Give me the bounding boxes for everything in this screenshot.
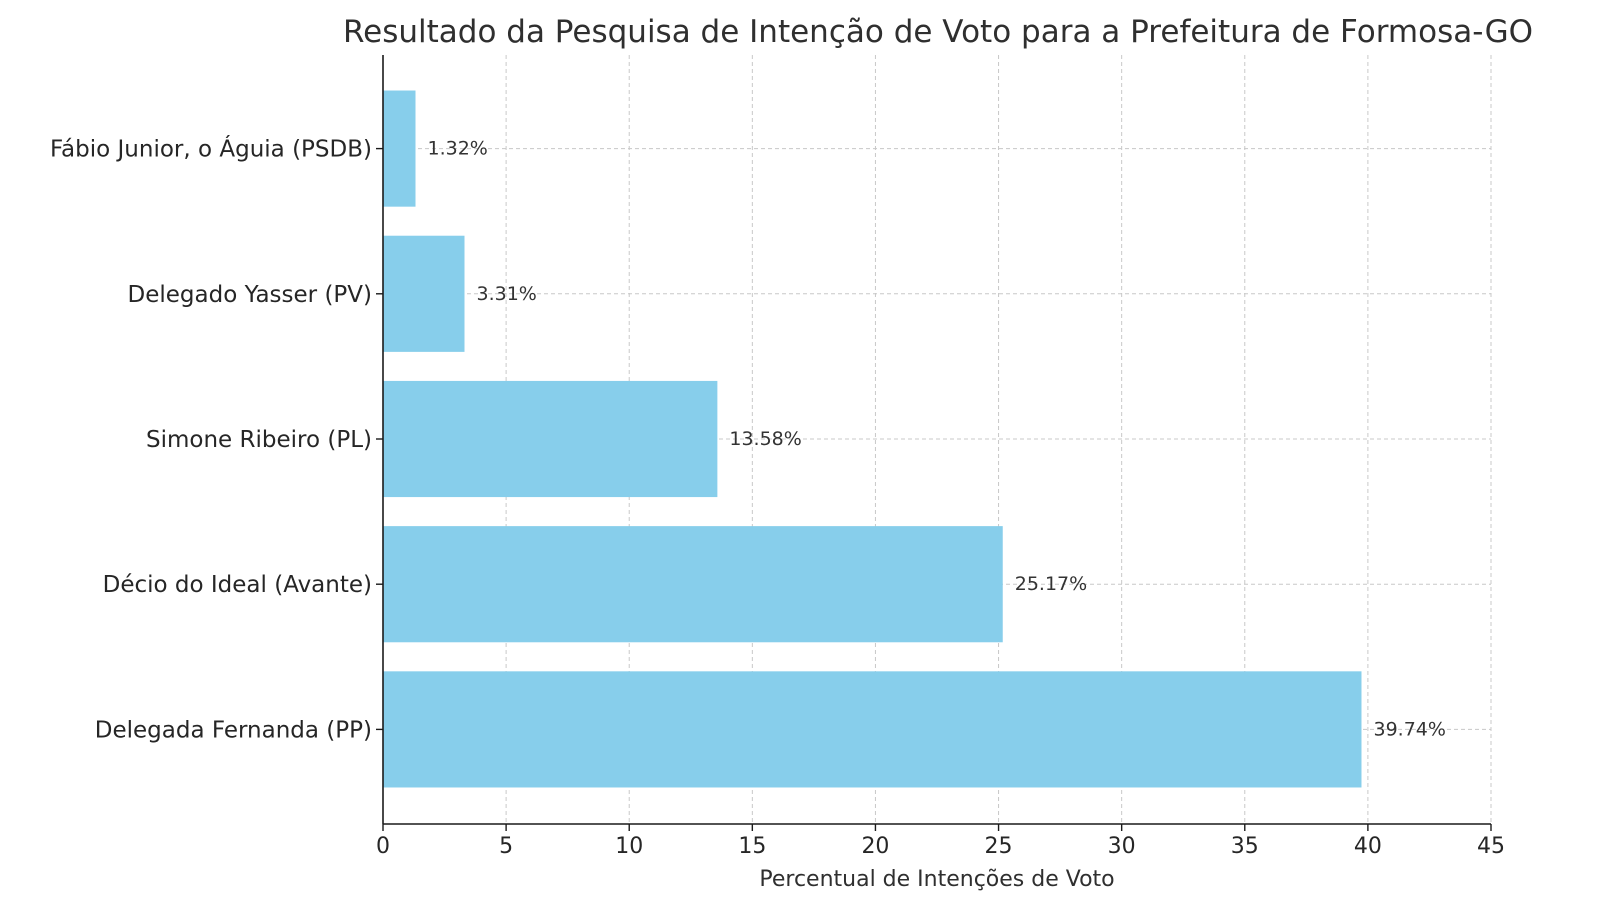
x-tick-label: 45 [1477,834,1505,859]
y-category-label: Delegada Fernanda (PP) [95,717,372,743]
y-category-label: Décio do Ideal (Avante) [103,572,372,598]
x-tick-label: 25 [985,834,1013,859]
bar [383,671,1362,788]
x-tick-label: 35 [1231,834,1259,859]
bar-value-label: 39.74% [1373,718,1445,740]
y-axis-categories: Delegada Fernanda (PP) Décio do Ideal (Av… [50,135,383,743]
bar [383,90,416,207]
x-axis-ticks: 0 5 10 15 20 25 30 35 40 45 [376,824,1505,859]
bars [383,90,1362,788]
x-tick-label: 40 [1354,834,1382,859]
x-axis-label: Percentual de Intenções de Voto [759,867,1114,892]
bar [383,235,465,352]
x-tick-label: 15 [738,834,766,859]
value-labels: 39.74% 25.17% 13.58% 3.31% 1.32% [428,138,1446,741]
y-category-label: Simone Ribeiro (PL) [146,427,372,453]
bar-value-label: 25.17% [1015,573,1087,595]
x-tick-label: 30 [1108,834,1136,859]
y-category-label: Delegado Yasser (PV) [128,282,373,308]
x-tick-label: 0 [376,834,390,859]
x-tick-label: 20 [861,834,889,859]
bar [383,526,1003,643]
bar-value-label: 3.31% [476,283,536,305]
bar-value-label: 13.58% [729,428,801,450]
x-tick-label: 5 [499,834,513,859]
bar [383,380,718,498]
x-tick-label: 10 [615,834,643,859]
chart-title: Resultado da Pesquisa de Intenção de Vot… [343,14,1533,50]
y-category-label: Fábio Junior, o Águia (PSDB) [50,135,372,163]
bar-value-label: 1.32% [428,138,488,160]
